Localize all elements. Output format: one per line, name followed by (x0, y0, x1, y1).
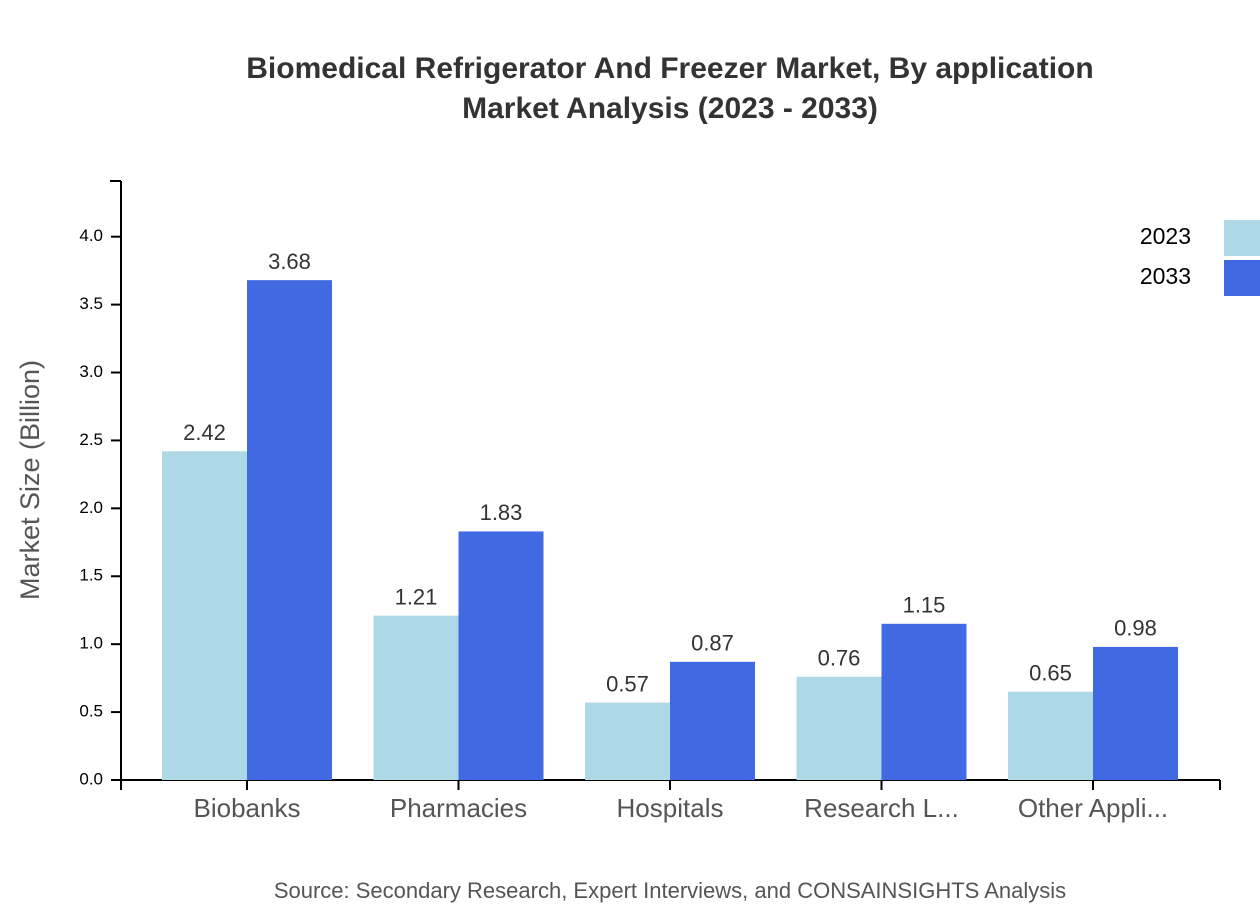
y-tick-label: 3.5 (79, 294, 103, 313)
value-label: 0.65 (1029, 661, 1072, 686)
x-tick-label: Hospitals (617, 793, 724, 823)
x-tick-label: Biobanks (194, 793, 301, 823)
bar (373, 615, 459, 780)
y-tick-label: 1.0 (79, 634, 103, 653)
bar (162, 451, 247, 780)
bar (585, 702, 670, 780)
y-tick-label: 1.5 (79, 566, 103, 585)
y-tick-label: 0.0 (79, 769, 103, 788)
legend-swatch (1224, 220, 1260, 256)
x-tick-label: Pharmacies (390, 793, 527, 823)
value-label: 1.15 (903, 593, 946, 618)
bar (796, 676, 882, 780)
value-label: 2.42 (183, 420, 226, 445)
value-label: 3.68 (268, 249, 311, 274)
bar (1093, 646, 1178, 780)
chart-subtitle: Market Analysis (2023 - 2033) (462, 92, 878, 125)
value-label: 0.98 (1114, 616, 1157, 641)
x-tick-label: Other Appli... (1018, 793, 1168, 823)
value-label: 1.21 (395, 584, 438, 609)
value-label: 0.76 (818, 646, 861, 671)
y-tick-label: 3.0 (79, 362, 103, 381)
bar (670, 661, 755, 780)
value-label: 1.83 (480, 500, 523, 525)
bar (247, 280, 332, 780)
y-axis-title: Market Size (Billion) (15, 360, 45, 600)
chart-title: Biomedical Refrigerator And Freezer Mark… (246, 52, 1093, 85)
value-label: 0.87 (691, 631, 734, 656)
y-tick-label: 2.0 (79, 498, 103, 517)
x-tick-label: Research L... (804, 793, 959, 823)
bar (881, 623, 967, 780)
legend-label: 2033 (1140, 263, 1191, 289)
legend-swatch (1224, 260, 1260, 296)
y-tick-label: 4.0 (79, 226, 103, 245)
bar (1008, 691, 1093, 780)
source-note: Source: Secondary Research, Expert Inter… (274, 878, 1066, 903)
legend-label: 2023 (1140, 223, 1191, 249)
y-tick-label: 2.5 (79, 430, 103, 449)
value-label: 0.57 (606, 671, 649, 696)
y-tick-label: 0.5 (79, 702, 103, 721)
bar (458, 531, 544, 780)
